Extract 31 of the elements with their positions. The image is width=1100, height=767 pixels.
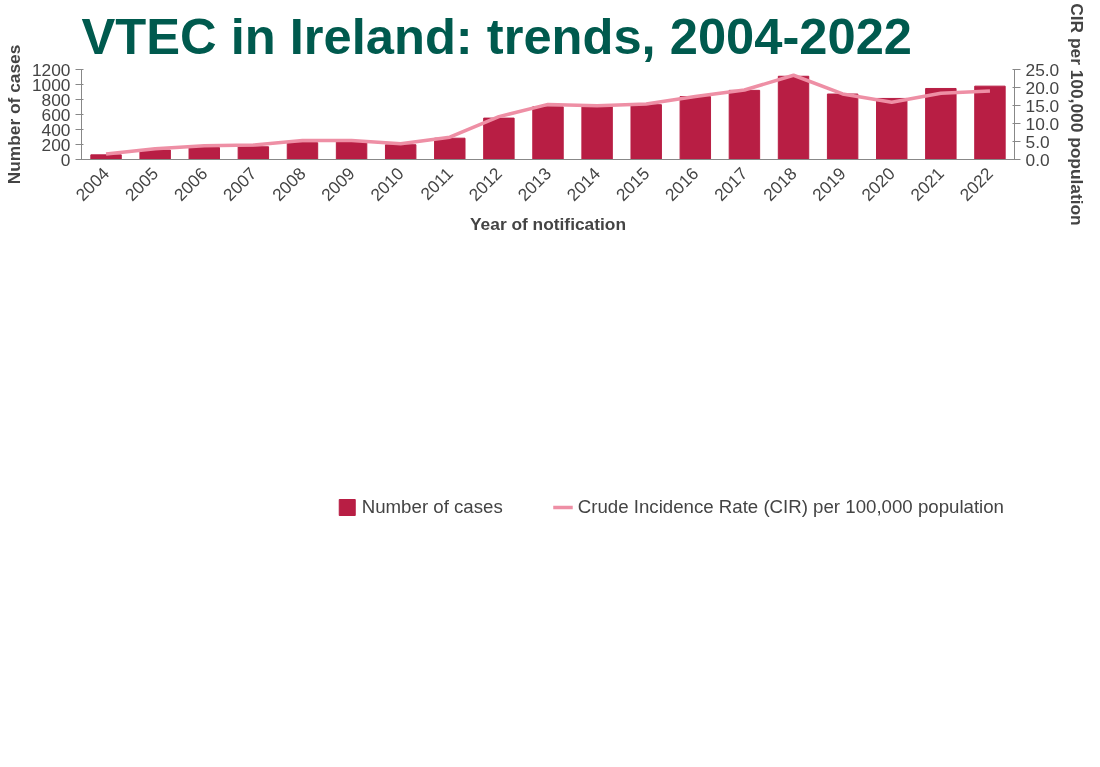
bar — [434, 137, 466, 160]
bar — [826, 93, 859, 160]
bar — [335, 141, 368, 160]
bar — [728, 89, 761, 160]
bar — [581, 106, 613, 160]
bar — [876, 97, 908, 160]
y-axis-title: Number of cases — [3, 44, 24, 185]
bar — [286, 142, 319, 160]
y2-tick-label: 10.0 — [1025, 113, 1060, 134]
bar — [532, 106, 564, 160]
y-tick-label: 1200 — [31, 59, 71, 80]
legend-label: Crude Incidence Rate (CIR) per 100,000 population — [577, 496, 1004, 518]
bar — [679, 96, 712, 160]
x-axis-title: Year of notification — [470, 214, 626, 235]
bar — [630, 104, 662, 160]
bar — [483, 117, 515, 160]
y2-tick-label: 15.0 — [1025, 95, 1060, 116]
y2-tick-label: 5.0 — [1025, 131, 1050, 152]
bar — [384, 144, 417, 160]
y2-tick-label: 25.0 — [1025, 59, 1060, 80]
y2-tick-label: 20.0 — [1025, 77, 1060, 98]
bar — [237, 146, 270, 160]
chart-title: VTEC in Ireland: trends, 2004-2022 — [81, 7, 913, 65]
bar — [974, 85, 1006, 160]
line-series — [104, 73, 992, 156]
y2-axis-title: CIR per 100,000 population — [1067, 3, 1088, 226]
bar — [925, 87, 957, 160]
legend-label: Number of cases — [361, 496, 503, 518]
bar — [188, 147, 220, 160]
bar — [777, 75, 810, 160]
y2-tick-label: 0.0 — [1025, 149, 1050, 170]
